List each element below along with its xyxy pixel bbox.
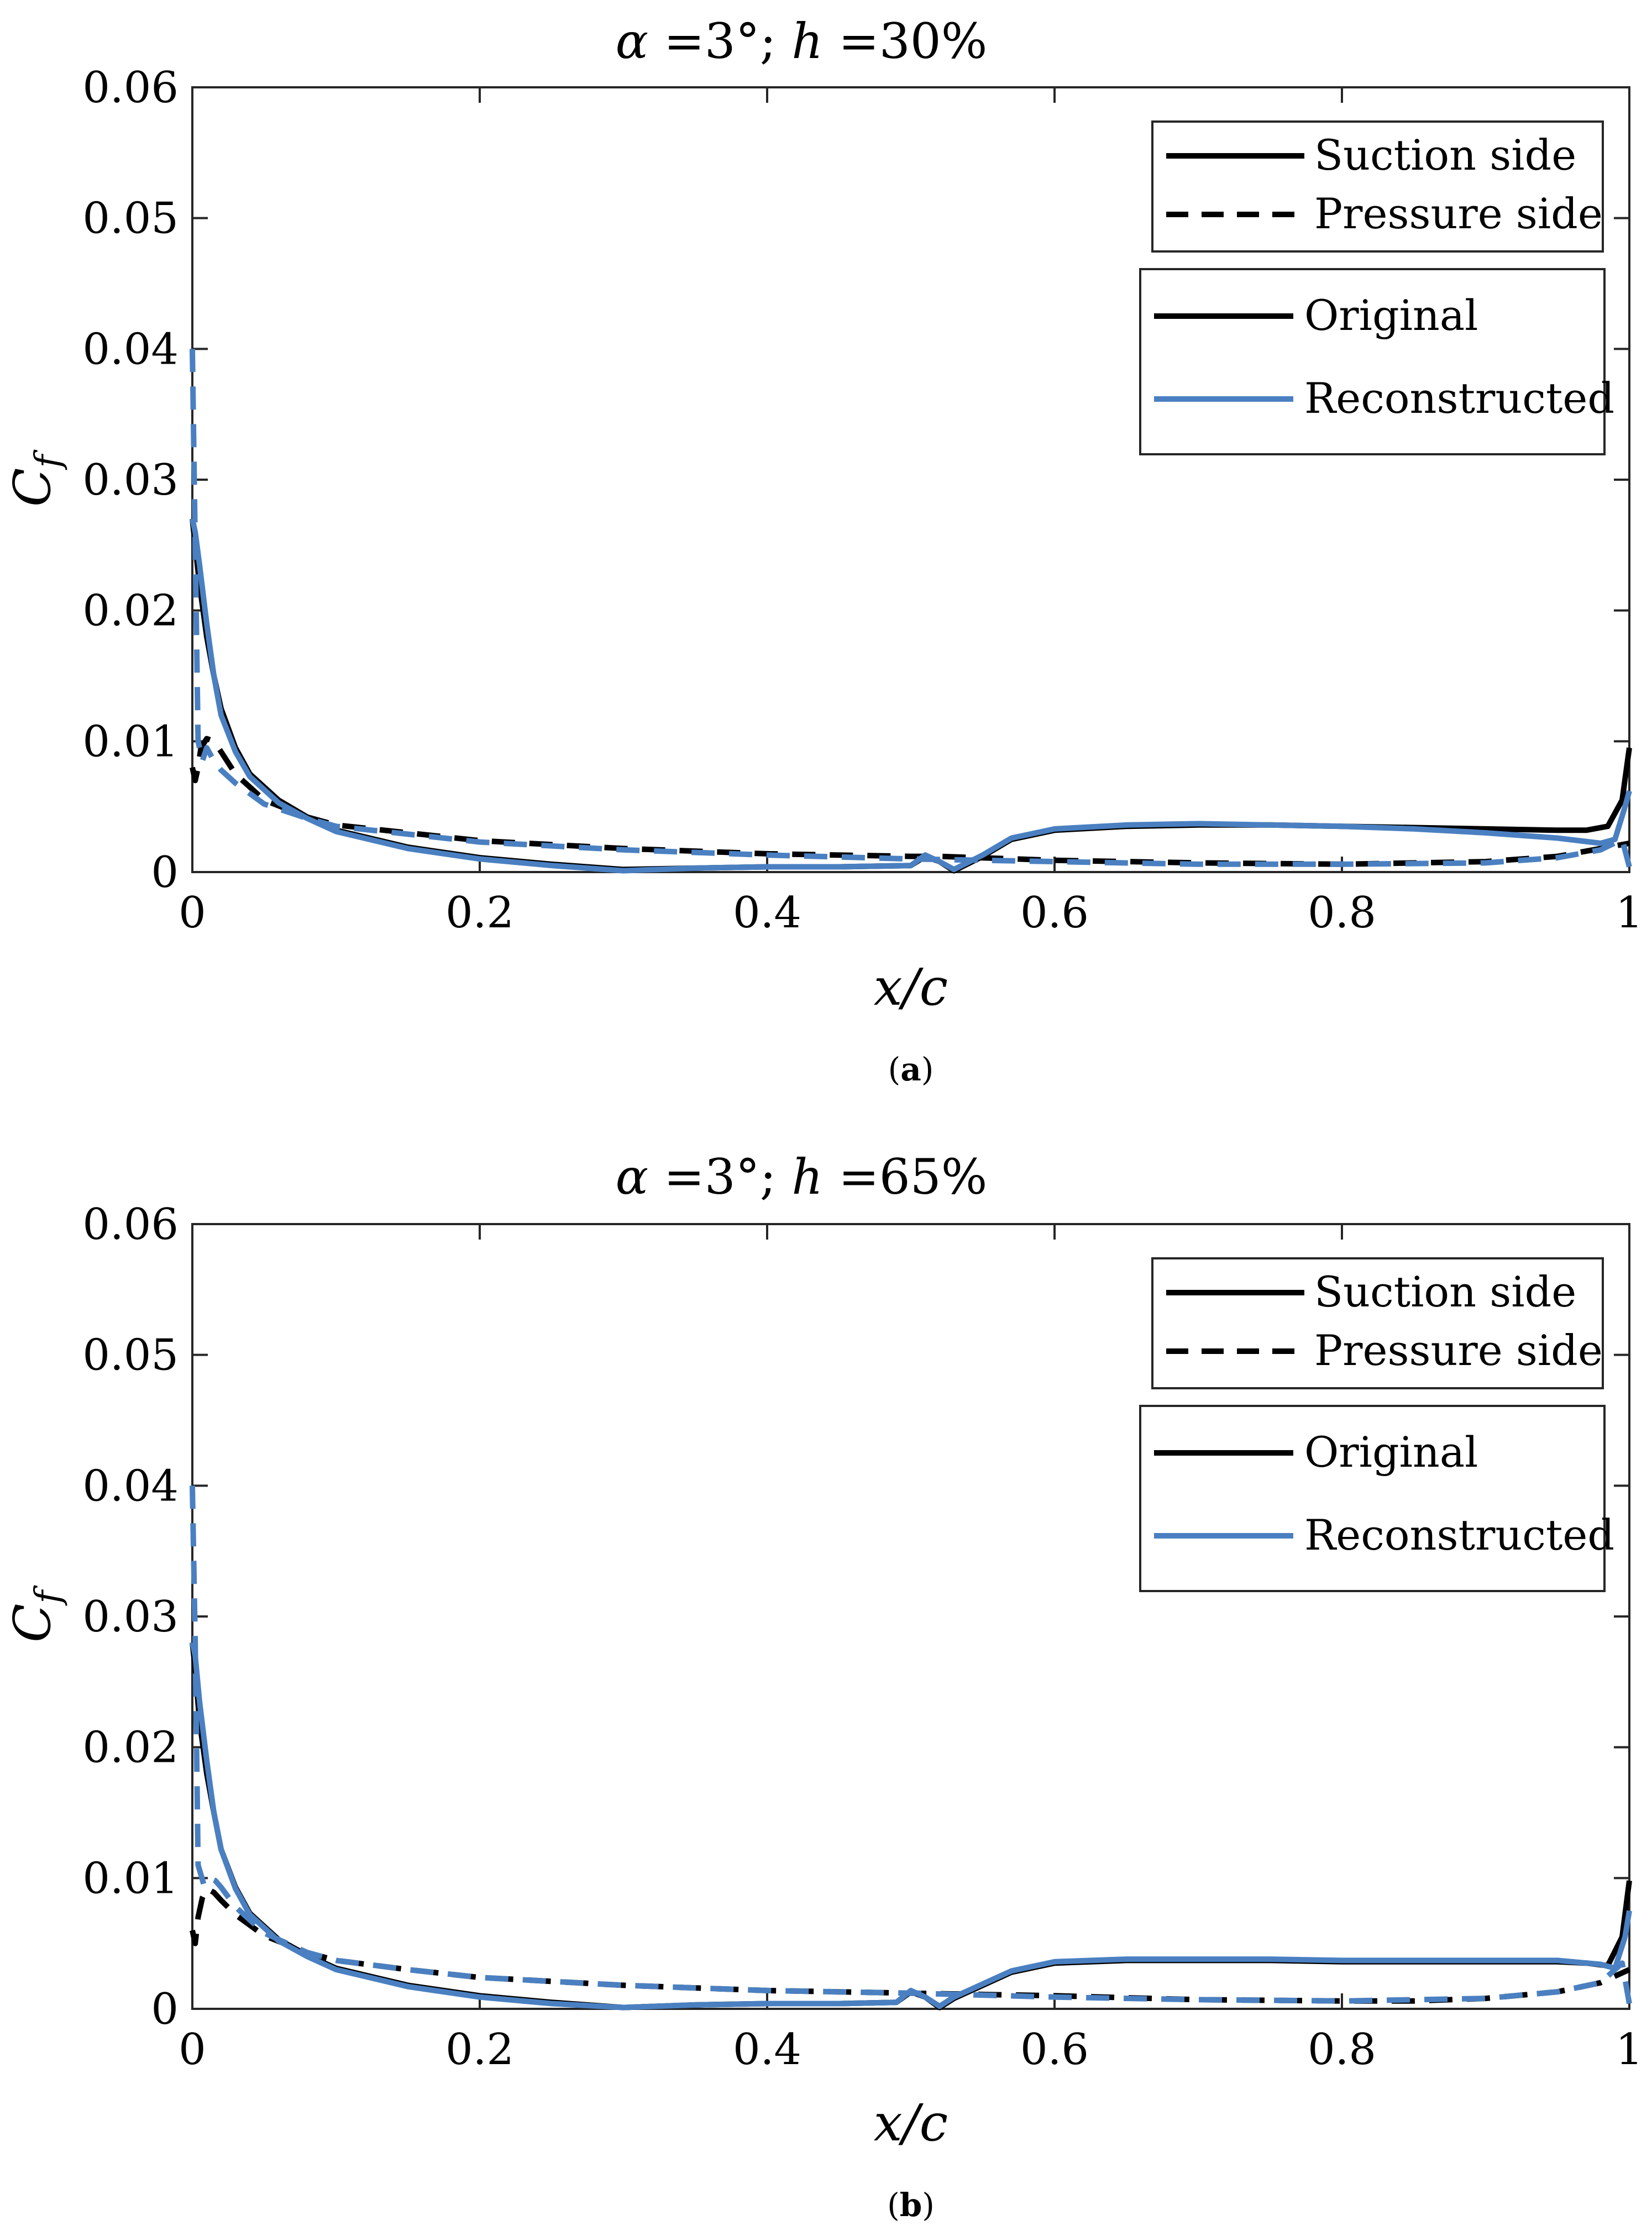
x-tick-label: 0.2: [445, 2025, 514, 2075]
legend-linestyle: Suction side Pressure side: [1151, 120, 1604, 253]
legend-label: Reconstructed: [1304, 1510, 1614, 1560]
series-line-reconstructed-suction-side: [190, 1642, 1632, 2010]
x-tick-label: 0.6: [1020, 888, 1089, 938]
legend-label: Pressure side: [1314, 189, 1603, 238]
y-tick-label: 0.04: [82, 1461, 179, 1511]
y-tick-label: 0.05: [82, 194, 179, 244]
legend-label: Suction side: [1314, 1267, 1576, 1316]
y-tick-label: 0.06: [82, 63, 179, 113]
chart-title: α =3°; h =65%: [616, 1148, 988, 1205]
legend-source: Original Reconstructed: [1139, 1405, 1614, 1592]
y-tick-label: 0.02: [82, 586, 179, 636]
legend-label: Pressure side: [1314, 1326, 1603, 1375]
x-tick-label: 0: [179, 2025, 206, 2075]
series-line-reconstructed-pressure-side: [190, 349, 1632, 868]
legend-label: Original: [1304, 1427, 1478, 1477]
x-tick-label: 0: [179, 888, 206, 938]
y-tick-label: 0: [151, 1985, 179, 2034]
legend-linestyle: Suction side Pressure side: [1151, 1257, 1604, 1389]
y-tick-label: 0.06: [82, 1200, 179, 1250]
x-tick-label: 0.4: [733, 2025, 801, 2075]
x-tick-label: 0.2: [445, 888, 514, 938]
x-tick-label: 0.4: [733, 888, 801, 938]
y-tick-label: 0.01: [82, 717, 179, 767]
series-line-original-pressure-side: [190, 736, 1630, 867]
legend-label: Reconstructed: [1304, 374, 1614, 423]
panel-caption: (a): [888, 1051, 934, 1088]
panel-a: α =3°; h =30% 0 0.2 0.4 0.6 0.8 1 0 0.01 0.02 0.0…: [3, 13, 1643, 1088]
legend-label: Suction side: [1314, 130, 1576, 180]
y-tick-label: 0: [151, 848, 179, 897]
y-tick-label: 0.02: [82, 1723, 179, 1773]
legend-source: Original Reconstructed: [1139, 268, 1614, 455]
y-tick-label: 0.03: [82, 455, 179, 505]
plot-area: 0 0.2 0.4 0.6 0.8 1 0 0.01 0.02 0.03 0.04 0.05 0.06: [82, 63, 1643, 938]
legend-label: Original: [1304, 291, 1478, 340]
x-tick-label: 0.6: [1020, 2025, 1089, 2075]
y-tick-label: 0.01: [82, 1854, 179, 1903]
y-tick-label: 0.05: [82, 1331, 179, 1380]
panel-b: α =3°; h =65% 0 0.2 0.4 0.6 0.8 1 0 0.01 0.02 0.0…: [3, 1148, 1643, 2224]
x-axis-label: x/c: [874, 958, 948, 1017]
x-tick-label: 1: [1616, 2025, 1643, 2075]
series-line-reconstructed-suction-side: [190, 518, 1632, 874]
x-axis-label: x/c: [874, 2093, 948, 2153]
y-tick-label: 0.04: [82, 324, 179, 374]
y-tick-label: 0.03: [82, 1592, 179, 1642]
panel-caption: (b): [887, 2186, 935, 2224]
x-tick-label: 0.8: [1308, 888, 1376, 938]
x-tick-label: 1: [1616, 888, 1643, 938]
plot-area: 0 0.2 0.4 0.6 0.8 1 0 0.01 0.02 0.03 0.04 0.05 0.06: [82, 1200, 1643, 2075]
x-tick-label: 0.8: [1308, 2025, 1376, 2075]
chart-title: α =3°; h =30%: [616, 13, 988, 70]
